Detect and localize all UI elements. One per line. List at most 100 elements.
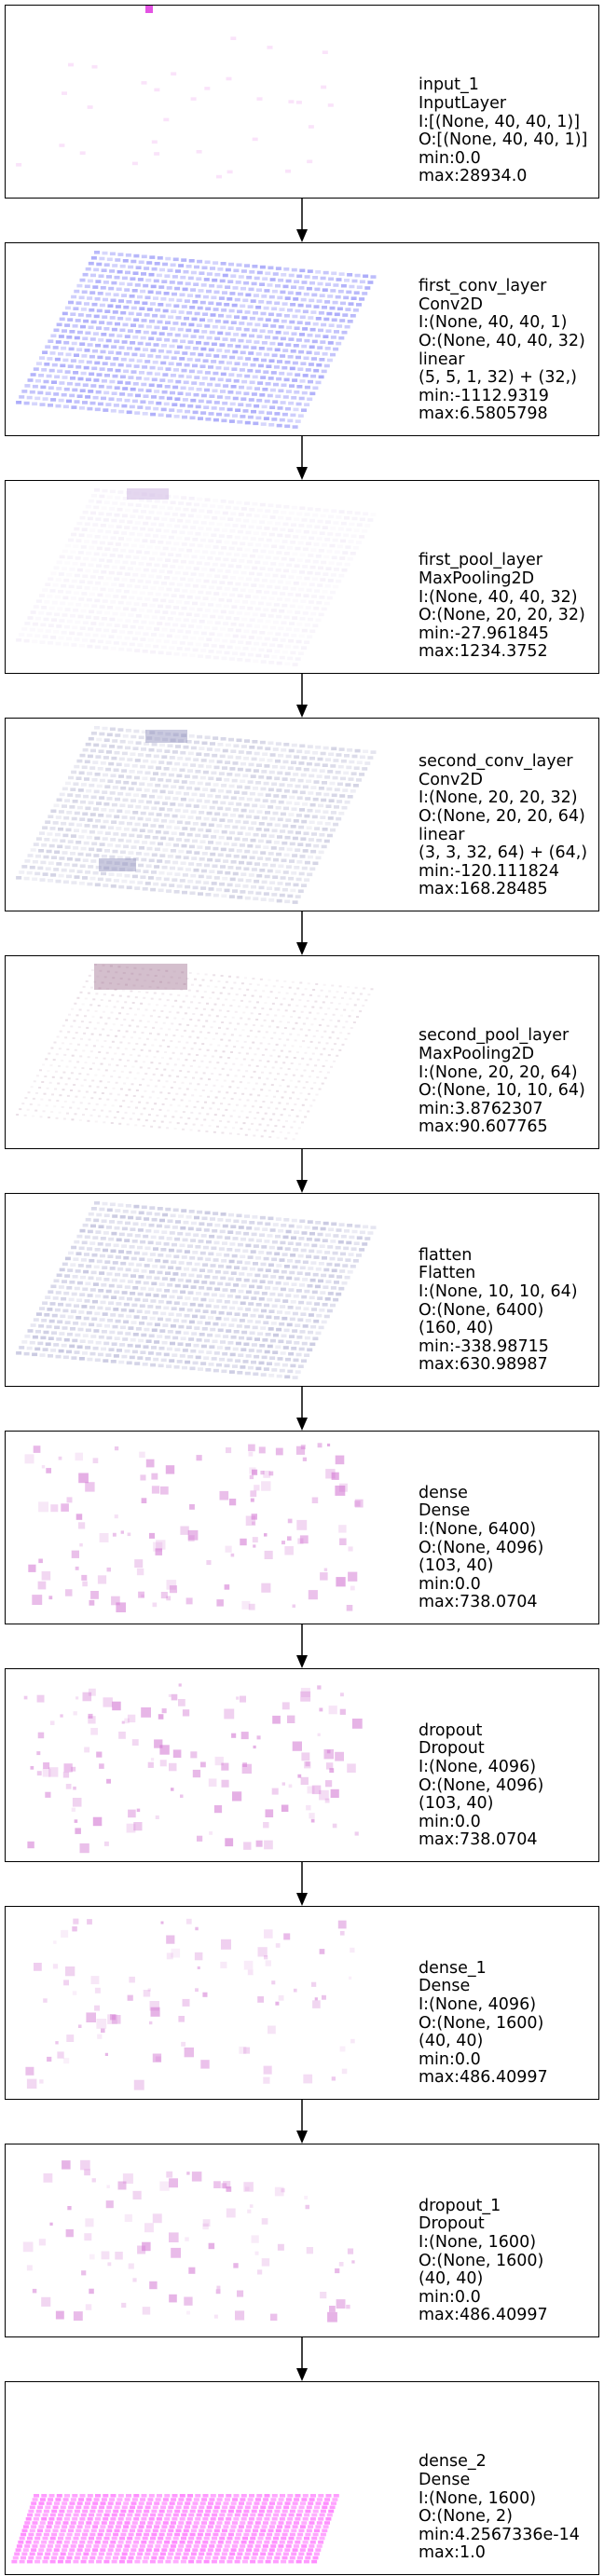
grid-cell (248, 1064, 252, 1067)
grid-cell (265, 984, 268, 987)
grid-cell (289, 604, 295, 609)
grid-cell (210, 788, 216, 792)
grid-cell (162, 373, 169, 377)
grid-cell (185, 1296, 191, 1300)
grid-cell (309, 1040, 313, 1043)
grid-cell (199, 336, 205, 339)
grid-cell (187, 1117, 191, 1119)
grid-cell (39, 1307, 45, 1310)
grid-cell (59, 856, 65, 860)
grid-cell (233, 1219, 240, 1224)
grid-cell (338, 985, 342, 988)
grid-cell (136, 359, 143, 363)
grid-cell (130, 306, 137, 310)
grid-cell (182, 1238, 188, 1242)
grid-cell (200, 1124, 204, 1127)
grid-cell (80, 1275, 86, 1280)
grid-cell (151, 980, 155, 982)
grid-cell (330, 590, 336, 595)
grid-cell (125, 1204, 131, 1208)
grid-cell (251, 757, 257, 761)
grid-cell (26, 870, 33, 875)
grid-cell (115, 305, 121, 308)
grid-cell (269, 643, 276, 647)
grid-cell (199, 620, 205, 623)
grid-cell (95, 343, 102, 348)
grid-cell (81, 354, 88, 358)
grid-cell (159, 1329, 166, 1333)
grid-cell (218, 1247, 225, 1251)
grid-cell (75, 1032, 78, 1035)
grid-cell (172, 1035, 176, 1037)
grid-cell (172, 513, 178, 516)
grid-cell (97, 1068, 101, 1071)
grid-cell (179, 293, 185, 297)
grid-cell (116, 762, 122, 767)
grid-cell (265, 1222, 271, 1226)
grid-cell (126, 538, 132, 541)
grid-cell (260, 1326, 267, 1330)
grid-cell (188, 1320, 195, 1324)
grid-cell (241, 316, 248, 320)
grid-cell (180, 386, 186, 391)
grid-cell (289, 1270, 295, 1275)
grid-cell (304, 1289, 310, 1294)
grid-cell (259, 282, 266, 286)
grid-cell (312, 623, 319, 628)
grid-cell (122, 1210, 129, 1213)
grid-cell (126, 1314, 132, 1319)
grid-cell (151, 1044, 155, 1047)
grid-cell (42, 1301, 48, 1305)
grid-cell (285, 644, 291, 649)
grid-cell (220, 1085, 224, 1088)
grid-cell (144, 1073, 148, 1076)
grid-cell (43, 1330, 49, 1335)
grid-cell (132, 271, 139, 275)
grid-cell (234, 773, 240, 777)
grid-cell (316, 1076, 320, 1078)
grid-cell (257, 1076, 261, 1079)
grid-cell (307, 1348, 313, 1352)
grid-cell (203, 1118, 207, 1121)
grid-cell (144, 377, 150, 381)
grid-cell (88, 390, 94, 393)
grid-cell (240, 350, 246, 355)
grid-cell (109, 252, 116, 256)
grid-cell (159, 1027, 163, 1030)
grid-cell (135, 568, 142, 571)
grid-cell (70, 852, 76, 856)
grid-cell (318, 850, 324, 855)
grid-cell (108, 1063, 111, 1066)
grid-cell (289, 366, 295, 371)
grid-cell (108, 1283, 115, 1288)
grid-cell (63, 340, 70, 345)
grid-cell (114, 750, 120, 755)
grid-cell (281, 319, 287, 323)
grid-cell (303, 1069, 307, 1072)
grid-cell (256, 1111, 260, 1114)
grid-cell (91, 777, 98, 782)
grid-cell (317, 757, 323, 761)
grid-cell (111, 565, 117, 569)
grid-cell (226, 883, 233, 887)
grid-cell (124, 1239, 130, 1242)
grid-cell (110, 1122, 114, 1124)
grid-cell (183, 809, 189, 814)
grid-cell (232, 634, 239, 638)
grid-cell (76, 603, 82, 607)
grid-cell (238, 403, 244, 406)
grid-cell (247, 890, 254, 895)
grid-cell (321, 1035, 324, 1038)
grid-cell (213, 1084, 216, 1087)
grid-cell (98, 814, 104, 817)
grid-cell (302, 1040, 306, 1043)
grid-cell (175, 982, 178, 985)
grid-cell (58, 1064, 61, 1067)
grid-cell (187, 1007, 190, 1009)
grid-cell (136, 834, 143, 838)
grid-cell (60, 601, 66, 606)
grid-cell (296, 558, 303, 562)
grid-cell (211, 360, 217, 363)
grid-cell (271, 418, 278, 421)
grid-cell (100, 286, 106, 290)
